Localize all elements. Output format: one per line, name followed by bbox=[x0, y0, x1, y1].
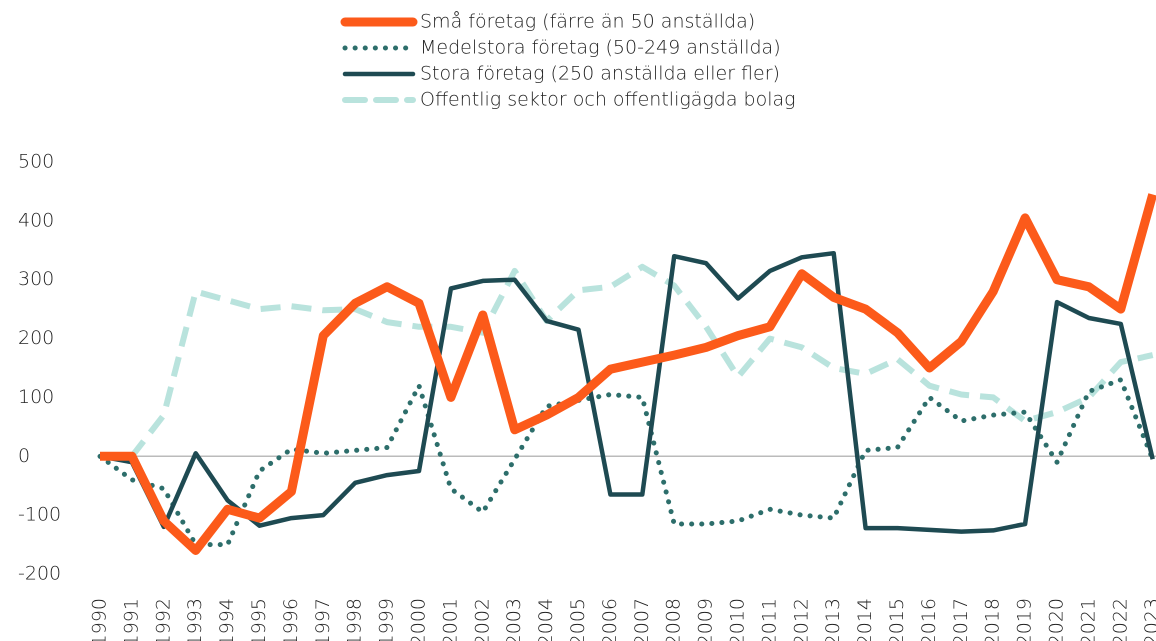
x-tick-label: 2019 bbox=[1014, 598, 1036, 641]
x-tick-label: 1993 bbox=[184, 598, 206, 641]
y-tick-label: -100 bbox=[18, 504, 61, 526]
x-tick-label: 2003 bbox=[503, 598, 525, 641]
x-tick-label: 2001 bbox=[439, 598, 461, 641]
x-tick-label: 2018 bbox=[982, 598, 1004, 641]
x-tick-label: 2010 bbox=[727, 598, 749, 641]
series-line bbox=[100, 263, 1154, 460]
x-tick-label: 2007 bbox=[631, 598, 653, 641]
x-tick-label: 2006 bbox=[599, 598, 621, 641]
x-tick-label: 1995 bbox=[248, 598, 270, 641]
x-tick-label: 1999 bbox=[376, 598, 398, 641]
series-line bbox=[100, 193, 1156, 555]
y-tick-label: 200 bbox=[18, 327, 54, 349]
x-tick-label: 2022 bbox=[1109, 598, 1131, 641]
x-tick-label: 2013 bbox=[822, 598, 844, 641]
x-tick-label: 1996 bbox=[280, 598, 302, 641]
x-tick-label: 2020 bbox=[1046, 598, 1068, 641]
x-tick-label: 2014 bbox=[854, 598, 876, 641]
series-line bbox=[99, 250, 1155, 534]
x-tick-label: 2016 bbox=[918, 598, 940, 641]
y-tick-label: 300 bbox=[18, 268, 54, 290]
y-tick-label: 400 bbox=[18, 209, 54, 231]
x-tick-label: 1991 bbox=[120, 598, 142, 641]
x-tick-label: 2004 bbox=[535, 598, 557, 641]
x-tick-label: 2017 bbox=[950, 598, 972, 641]
legend-label: Små företag (färre än 50 anställda) bbox=[420, 11, 755, 33]
legend-label: Stora företag (250 anställda eller fler) bbox=[420, 63, 780, 85]
x-tick-label: 1990 bbox=[89, 598, 111, 641]
x-tick-label: 2000 bbox=[408, 598, 430, 641]
x-tick-label: 1997 bbox=[312, 598, 334, 641]
x-tick-label: 1992 bbox=[152, 598, 174, 641]
x-tick-label: 2011 bbox=[758, 598, 780, 641]
legend-label: Medelstora företag (50-249 anställda) bbox=[420, 37, 781, 59]
x-tick-label: 2012 bbox=[790, 598, 812, 641]
y-tick-label: -200 bbox=[18, 563, 61, 585]
x-tick-label: 2009 bbox=[695, 598, 717, 641]
x-tick-label: 2008 bbox=[663, 598, 685, 641]
x-tick-label: 2015 bbox=[886, 598, 908, 641]
legend-label: Offentlig sektor och offentligägda bolag bbox=[420, 89, 796, 111]
x-tick-label: 2002 bbox=[471, 598, 493, 641]
x-tick-label: 2005 bbox=[567, 598, 589, 641]
series-line bbox=[97, 377, 1156, 548]
y-tick-label: 100 bbox=[18, 386, 54, 408]
x-tick-label: 1998 bbox=[344, 598, 366, 641]
y-tick-label: 0 bbox=[18, 445, 30, 467]
x-tick-label: 1994 bbox=[216, 598, 238, 641]
x-tick-label: 2021 bbox=[1077, 598, 1099, 641]
y-tick-label: 500 bbox=[18, 151, 54, 173]
